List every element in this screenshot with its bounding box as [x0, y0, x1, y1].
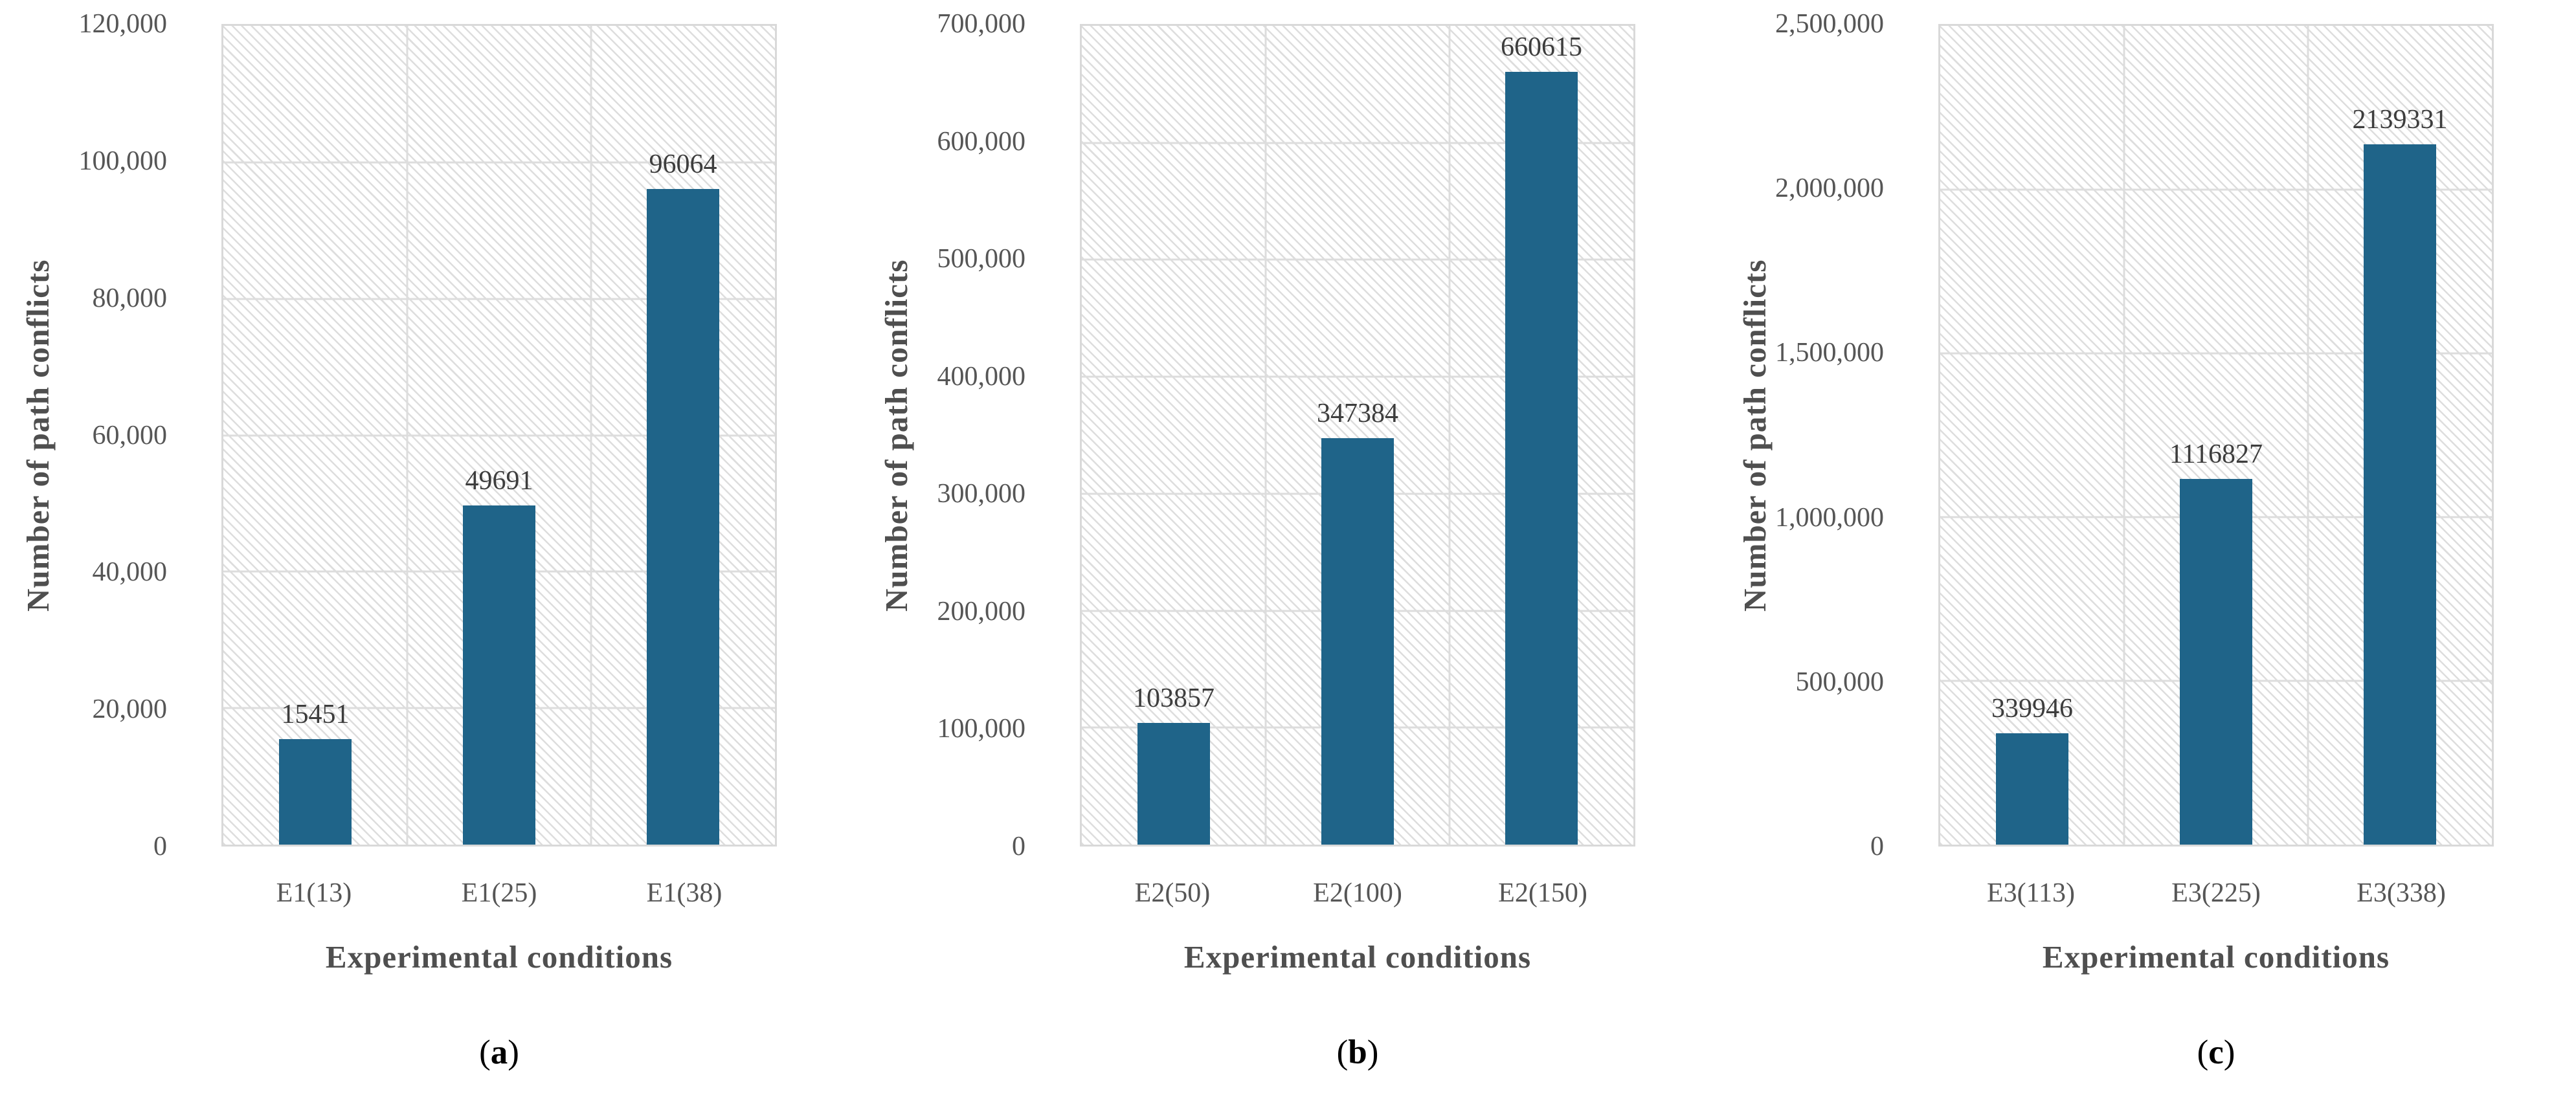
panel-caption: (c): [1938, 1033, 2494, 1072]
x-axis-labels: E1(13) E1(25) E1(38): [221, 878, 777, 918]
y-tick-label: 500,000: [1795, 667, 1885, 697]
horizontal-gridline: [1082, 258, 1633, 261]
y-axis-ticks: 0 100,000 200,000 300,000 400,000 500,000 600,…: [858, 9, 1054, 861]
caption-letter: c: [2208, 1034, 2224, 1071]
x-axis-title: Experimental conditions: [1183, 939, 1532, 975]
bar-value-label: 339946: [1991, 694, 2073, 724]
bar-value-label: 96064: [649, 150, 717, 180]
horizontal-gridline: [223, 161, 775, 164]
y-tick-label: 20,000: [92, 694, 168, 725]
chart-panel-a: Number of path conflicts 0 20,000 40,000 60…: [0, 0, 858, 1097]
caption-letter: a: [490, 1034, 508, 1071]
x-tick-label: E2(100): [1313, 878, 1402, 908]
y-tick-label: 300,000: [937, 479, 1026, 509]
panel-caption: (a): [221, 1033, 777, 1072]
y-tick-label: 80,000: [92, 283, 168, 313]
y-tick-label: 0: [1012, 832, 1025, 861]
x-tick-label: E1(13): [276, 878, 352, 908]
y-axis-ticks: 0 20,000 40,000 60,000 80,000 100,000 120,000: [0, 9, 196, 861]
bar: [647, 189, 719, 845]
caption-paren-close: ): [508, 1034, 519, 1071]
y-tick-label: 40,000: [92, 557, 168, 588]
bar: [1995, 733, 2068, 845]
panel-caption: (b): [1080, 1033, 1635, 1072]
bar: [1321, 438, 1394, 845]
bar-value-label: 2139331: [2352, 104, 2448, 135]
vertical-gridline: [1448, 26, 1451, 845]
x-tick-label: E3(113): [1986, 878, 2076, 908]
bar: [1137, 723, 1210, 845]
x-tick-label: E1(25): [461, 878, 537, 908]
bar: [1505, 72, 1578, 845]
plot-area: 15451 49691 96064: [221, 24, 777, 847]
horizontal-gridline: [1082, 375, 1633, 378]
y-tick-label: 700,000: [937, 9, 1026, 39]
y-tick-label: 1,500,000: [1775, 338, 1884, 368]
x-tick-label: E2(50): [1134, 878, 1211, 908]
y-tick-label: 100,000: [937, 714, 1026, 744]
vertical-gridline: [1264, 26, 1267, 845]
bar-value-label: 103857: [1132, 683, 1215, 714]
y-tick-label: 120,000: [78, 9, 168, 39]
bar-value-label: 660615: [1501, 32, 1582, 63]
chart-panel-c: Number of path conflicts 0 500,000 1,000,0…: [1717, 0, 2575, 1097]
y-tick-label: 100,000: [78, 146, 168, 176]
y-tick-label: 200,000: [937, 596, 1026, 626]
x-tick-label: E1(38): [646, 878, 722, 908]
x-tick-label: E3(225): [2171, 878, 2261, 908]
vertical-gridline: [406, 26, 409, 845]
caption-paren-close: ): [2223, 1034, 2235, 1071]
y-tick-label: 500,000: [937, 244, 1026, 274]
x-axis-title: Experimental conditions: [325, 939, 673, 975]
y-tick-label: 60,000: [92, 420, 168, 450]
bar: [2180, 478, 2252, 845]
x-axis-labels: E3(113) E3(225) E3(338): [1938, 878, 2494, 918]
caption-paren-close: ): [1367, 1034, 1379, 1071]
plot-area: 339946 1116827 2139331: [1938, 24, 2494, 847]
horizontal-gridline: [223, 434, 775, 436]
y-tick-label: 0: [1870, 832, 1884, 861]
vertical-gridline: [2307, 26, 2309, 845]
bar-value-label: 15451: [281, 700, 350, 730]
y-tick-label: 600,000: [937, 126, 1026, 157]
horizontal-gridline: [1082, 142, 1633, 144]
y-tick-label: 1,000,000: [1775, 502, 1884, 533]
bar: [278, 739, 352, 845]
y-tick-label: 0: [153, 832, 167, 861]
bar: [463, 505, 535, 845]
x-tick-label: E2(150): [1498, 878, 1587, 908]
x-tick-label: E3(338): [2357, 878, 2446, 908]
y-tick-label: 2,000,000: [1775, 173, 1884, 204]
bar-value-label: 1116827: [2169, 439, 2263, 469]
caption-paren-open: (: [2197, 1034, 2209, 1071]
caption-letter: b: [1348, 1034, 1367, 1071]
bar: [2364, 144, 2436, 845]
x-axis-labels: E2(50) E2(100) E2(150): [1080, 878, 1635, 918]
plot-area: 103857 347384 660615: [1080, 24, 1635, 847]
bar-value-label: 49691: [465, 466, 533, 496]
horizontal-gridline: [223, 298, 775, 300]
x-axis-title: Experimental conditions: [2042, 939, 2390, 975]
horizontal-gridline: [1940, 352, 2492, 355]
horizontal-gridline: [1940, 188, 2492, 191]
chart-panel-b: Number of path conflicts 0 100,000 200,000…: [858, 0, 1717, 1097]
caption-paren-open: (: [479, 1034, 491, 1071]
y-tick-label: 2,500,000: [1775, 9, 1884, 39]
y-axis-ticks: 0 500,000 1,000,000 1,500,000 2,000,000 2,500…: [1717, 9, 1912, 861]
y-tick-label: 400,000: [937, 361, 1026, 392]
vertical-gridline: [2123, 26, 2125, 845]
caption-paren-open: (: [1336, 1034, 1349, 1071]
vertical-gridline: [590, 26, 592, 845]
bar-value-label: 347384: [1317, 399, 1398, 429]
